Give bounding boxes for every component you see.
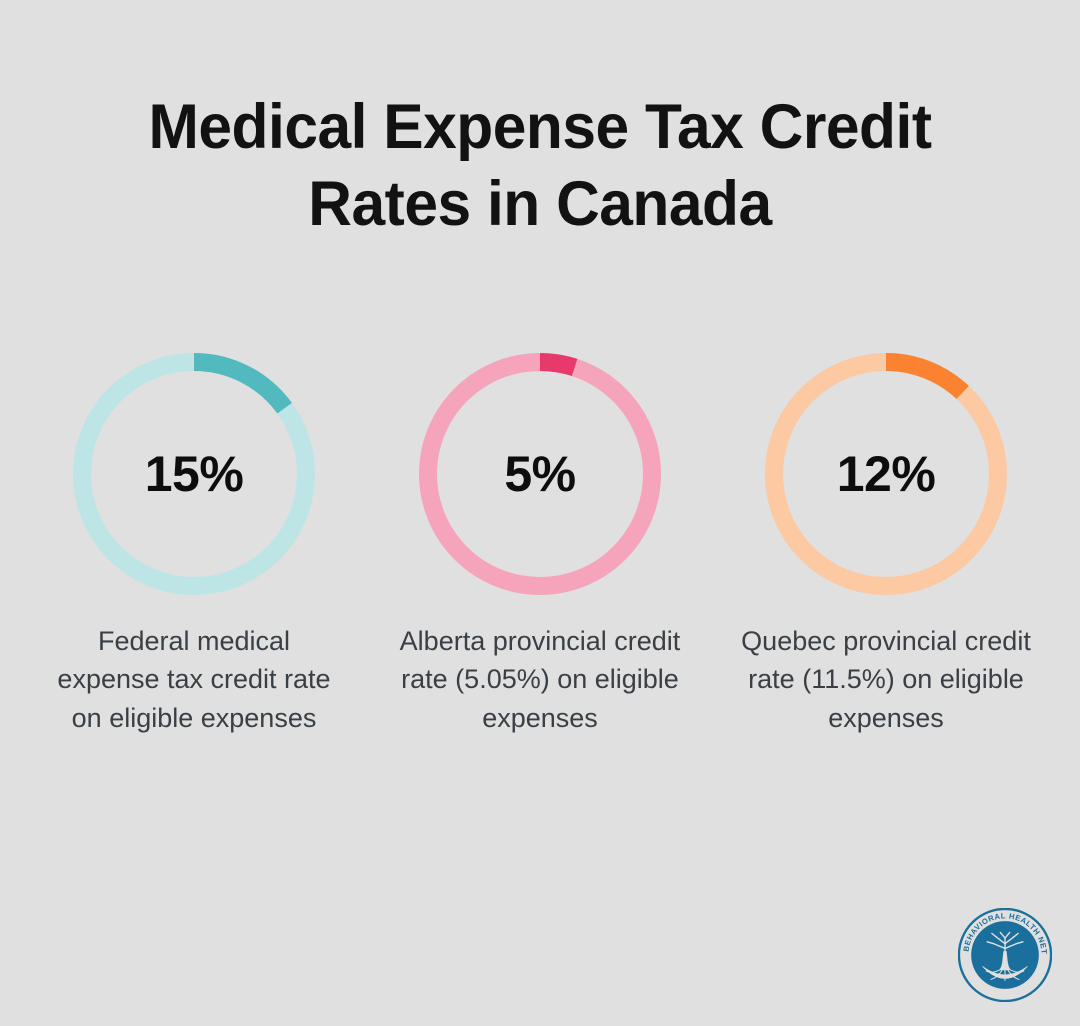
logo-tree-icon xyxy=(982,931,1028,981)
stat-card-alberta: 5% Alberta provincial credit rate (5.05%… xyxy=(367,353,713,737)
donut-arc-alberta xyxy=(419,353,661,595)
stat-card-federal: 15% Federal medical expense tax credit r… xyxy=(21,353,367,737)
logo-outer-ring xyxy=(958,908,1052,1002)
donut-value-alberta: 5% xyxy=(504,446,576,502)
stat-card-quebec: 12% Quebec provincial credit rate (11.5%… xyxy=(713,353,1059,737)
donut-arc-federal xyxy=(73,353,315,595)
page-title-line-2: Rates in Canada xyxy=(308,169,772,239)
page-title: Medical Expense Tax Credit Rates in Cana… xyxy=(0,96,1080,236)
donut-caption-federal: Federal medical expense tax credit rate … xyxy=(57,626,331,733)
brand-logo: AMITY BEHAVIORAL HEALTH NETWORK xyxy=(958,908,1052,1002)
donut-caption-alberta: Alberta provincial credit rate (5.05%) o… xyxy=(399,626,681,733)
donut-chart-federal: 15% xyxy=(73,353,315,595)
donut-chart-row: 15% Federal medical expense tax credit r… xyxy=(0,353,1080,737)
donut-value-federal: 15% xyxy=(144,446,244,502)
donut-chart-quebec: 12% xyxy=(765,353,1007,595)
donut-caption-quebec: Quebec provincial credit rate (11.5%) on… xyxy=(741,626,1031,733)
donut-chart-alberta: 5% xyxy=(419,353,661,595)
donut-value-quebec: 12% xyxy=(836,446,936,502)
page-title-line-1: Medical Expense Tax Credit xyxy=(148,92,932,162)
donut-arc-quebec xyxy=(765,353,1007,595)
